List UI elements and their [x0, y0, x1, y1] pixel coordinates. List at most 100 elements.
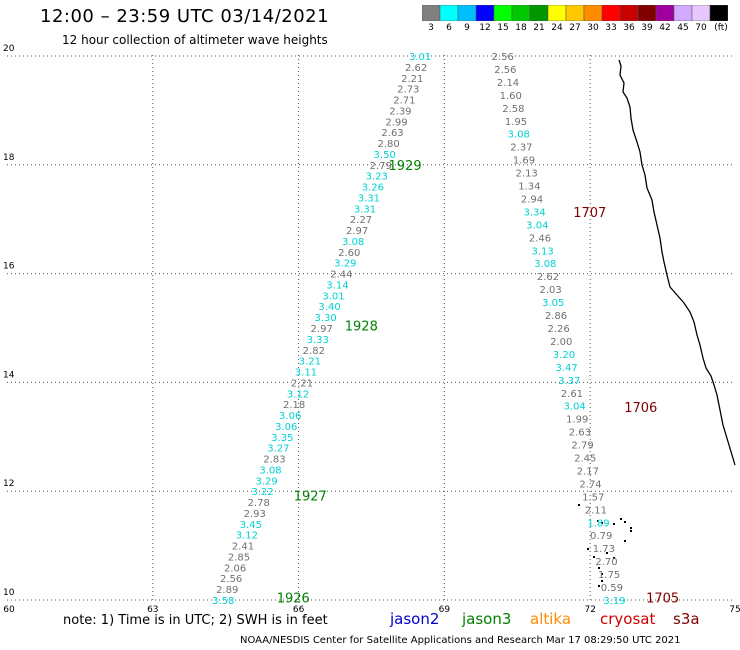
- legend-cryosat: cryosat: [600, 610, 656, 628]
- color-scale-label: 33: [605, 23, 617, 33]
- wave-height-label: 2.00: [550, 337, 572, 348]
- wave-height-label: 1.75: [598, 570, 620, 581]
- island-mark: [630, 530, 632, 532]
- wave-height-label: 3.26: [362, 183, 384, 194]
- wave-height-label: 2.17: [577, 466, 599, 477]
- pass-labels: 1926 1927 1928 1929 1705 1706 1707: [277, 159, 679, 606]
- wave-height-label: 3.50: [374, 150, 396, 161]
- credit-line: NOAA/NESDIS Center for Satellite Applica…: [240, 635, 681, 646]
- wave-height-label: 3.40: [318, 302, 340, 313]
- wave-height-label: 3.19: [603, 596, 625, 607]
- wave-height-label: 2.78: [248, 498, 270, 509]
- color-scale-label: 6: [446, 23, 452, 33]
- map-title: 12:00 – 23:59 UTC 03/14/2021: [40, 6, 330, 27]
- wave-height-label: 2.79: [370, 161, 392, 172]
- wave-height-label: 3.05: [542, 298, 564, 309]
- wave-height-label: 1.34: [518, 182, 540, 193]
- island-mark: [630, 527, 632, 529]
- wave-height-label: 1.99: [566, 415, 588, 426]
- island-mark: [598, 567, 600, 569]
- lat-tick-label: 10: [3, 588, 15, 598]
- wave-height-label: 3.06: [275, 422, 297, 433]
- legend-jason2: jason2: [390, 610, 440, 628]
- island-mark: [587, 548, 589, 550]
- wave-height-label: 3.11: [295, 368, 317, 379]
- color-scale-label: 21: [533, 23, 545, 33]
- wave-height-label: 2.21: [291, 378, 313, 389]
- wave-height-label: 2.46: [529, 233, 551, 244]
- pass-number-label: 1929: [389, 159, 422, 174]
- color-scale-label: (ft): [714, 23, 728, 33]
- wave-height-label: 3.33: [307, 335, 329, 346]
- legend-altika: altika: [530, 610, 572, 628]
- island-mark: [597, 520, 599, 522]
- wave-height-label: 2.06: [224, 563, 246, 574]
- legend-s3a: s3a: [673, 610, 700, 628]
- color-scale-label: 42: [659, 23, 671, 33]
- wave-height-label: 2.13: [516, 169, 538, 180]
- wave-height-label: 2.37: [510, 143, 532, 154]
- color-scale-label: 9: [464, 23, 470, 33]
- wave-height-label: 2.44: [330, 270, 352, 281]
- wave-height-label: 3.14: [326, 280, 348, 291]
- color-scale-label: 27: [569, 23, 581, 33]
- legend-jason3: jason3: [462, 610, 512, 628]
- wave-height-label: 3.37: [558, 376, 580, 387]
- wave-height-label: 3.30: [314, 313, 336, 324]
- wave-height-label: 2.56: [220, 574, 242, 585]
- wave-height-label: 2.71: [393, 96, 415, 107]
- wave-height-label: 3.01: [409, 52, 431, 63]
- pass-number-label: 1928: [345, 319, 378, 334]
- wave-height-label: 2.97: [346, 226, 368, 237]
- pass-number-label: 1706: [624, 401, 657, 416]
- island-mark: [613, 557, 615, 559]
- wave-height-label: 3.20: [553, 350, 575, 361]
- wave-height-label: 2.62: [537, 272, 559, 283]
- pass-number-label: 1707: [573, 206, 606, 221]
- wave-height-label: 1.89: [587, 518, 609, 529]
- lat-tick-label: 18: [3, 153, 15, 163]
- lat-tick-label: 12: [3, 479, 14, 489]
- wave-height-label: 1.95: [505, 117, 527, 128]
- color-scale-label: 70: [695, 23, 707, 33]
- wave-height-label: 2.39: [389, 106, 411, 117]
- wave-height-label: 2.14: [497, 78, 519, 89]
- color-scale-label: 24: [551, 23, 563, 33]
- island-mark: [598, 585, 600, 587]
- color-scale-label: 45: [677, 23, 689, 33]
- coastline-path: [618, 59, 736, 466]
- wave-height-label: 3.04: [563, 402, 585, 413]
- wave-height-label: 3.29: [334, 259, 356, 270]
- wave-height-label: 3.22: [252, 487, 274, 498]
- wave-height-label: 2.26: [547, 324, 569, 335]
- wave-height-label: 2.74: [579, 479, 601, 490]
- color-scale-label: 39: [641, 23, 653, 33]
- wave-height-label: 3.27: [267, 444, 289, 455]
- wave-height-label: 2.61: [561, 389, 583, 400]
- wave-height-label: 2.56: [492, 52, 514, 63]
- wave-height-label: 1.57: [582, 492, 604, 503]
- wave-height-label: 2.99: [385, 117, 407, 128]
- wave-height-label: 3.08: [259, 465, 281, 476]
- color-scale-label: 3: [428, 23, 434, 33]
- wave-height-label: 3.47: [555, 363, 577, 374]
- wave-height-label: 1.60: [500, 91, 522, 102]
- lon-tick-label: 69: [439, 605, 451, 615]
- island-mark: [606, 552, 608, 554]
- lon-tick-label: 63: [147, 605, 158, 615]
- wave-height-label: 2.56: [494, 65, 516, 76]
- wave-height-label: 3.31: [354, 204, 376, 215]
- island-mark: [578, 504, 580, 506]
- wave-height-label: 2.97: [311, 324, 333, 335]
- wave-height-label: 3.08: [342, 237, 364, 248]
- island-mark: [593, 556, 595, 558]
- wave-height-label: 2.60: [338, 248, 360, 259]
- wave-height-label: 2.85: [228, 552, 250, 563]
- wave-height-label: 1.73: [593, 544, 615, 555]
- wave-height-label: 3.58: [212, 596, 234, 607]
- map-subtitle: 12 hour collection of altimeter wave hei…: [62, 33, 328, 47]
- wave-height-label: 2.70: [595, 557, 617, 568]
- island-mark: [624, 540, 626, 542]
- wave-height-label: 3.35: [271, 433, 293, 444]
- wave-height-label: 3.31: [358, 193, 380, 204]
